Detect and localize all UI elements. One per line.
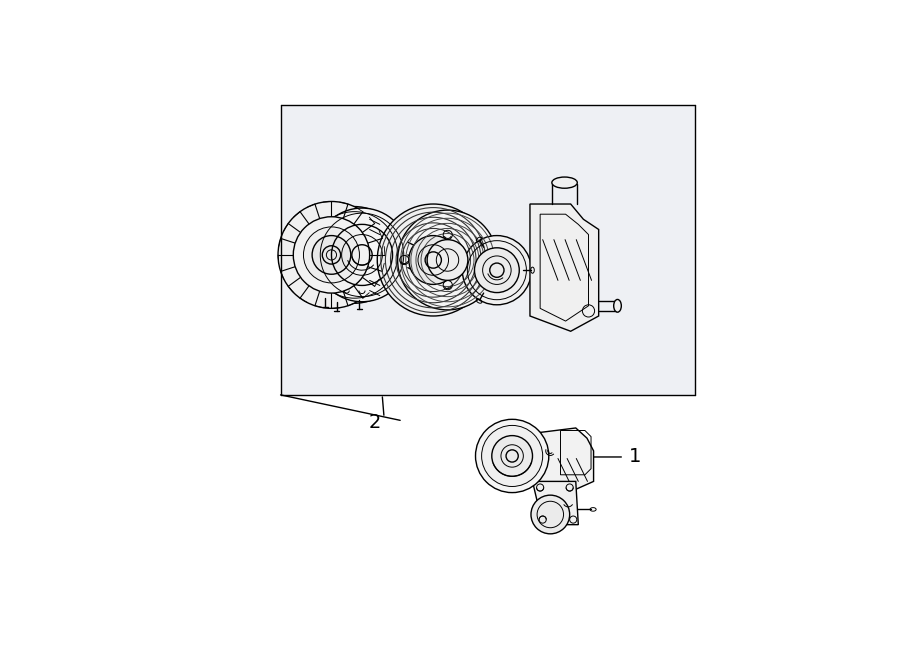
Polygon shape xyxy=(536,428,594,492)
Circle shape xyxy=(531,495,570,534)
Ellipse shape xyxy=(552,177,577,188)
Circle shape xyxy=(278,202,385,308)
Circle shape xyxy=(474,248,519,293)
Polygon shape xyxy=(281,104,696,395)
Circle shape xyxy=(303,227,359,283)
Polygon shape xyxy=(533,481,579,525)
Circle shape xyxy=(377,204,490,316)
Circle shape xyxy=(312,235,351,274)
Circle shape xyxy=(482,426,543,486)
Circle shape xyxy=(475,419,549,492)
Text: 2: 2 xyxy=(368,413,381,432)
Circle shape xyxy=(398,210,498,310)
Circle shape xyxy=(306,207,402,303)
Circle shape xyxy=(315,208,409,301)
Polygon shape xyxy=(530,204,599,331)
Circle shape xyxy=(428,240,468,280)
Circle shape xyxy=(293,217,370,293)
Circle shape xyxy=(491,436,533,477)
Ellipse shape xyxy=(614,299,621,312)
Circle shape xyxy=(463,235,532,305)
Circle shape xyxy=(409,235,458,284)
Text: 1: 1 xyxy=(629,447,642,467)
